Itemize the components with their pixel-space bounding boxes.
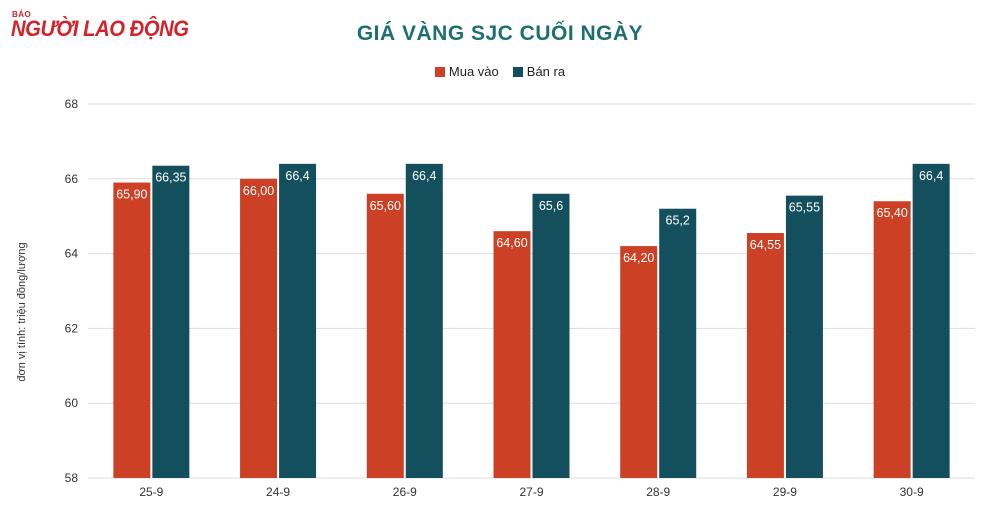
data-label-buy: 65,90 [116, 188, 147, 202]
bar-sell [152, 165, 190, 478]
logo-brand-text: NGƯỜI LAO ĐỘNG [11, 16, 189, 41]
chart-title: GIÁ VÀNG SJC CUỐI NGÀY [356, 22, 644, 45]
legend-label-sell: Bán ra [526, 64, 566, 79]
bar-sell [279, 163, 317, 478]
x-tick-label: 25-9 [139, 485, 163, 499]
legend-swatch-buy [434, 66, 445, 77]
bar-buy [620, 246, 658, 478]
data-label-buy: 66,00 [243, 184, 274, 198]
legend-label-buy: Mua vào [448, 64, 499, 79]
bar-sell [659, 208, 697, 478]
data-label-sell: 65,6 [539, 199, 563, 213]
data-label-sell: 66,4 [919, 169, 943, 183]
bar-buy [113, 182, 151, 479]
bar-sell [912, 163, 950, 478]
legend-item-buy: Mua vào [434, 64, 499, 79]
y-tick-label: 64 [65, 247, 79, 261]
bar-buy [746, 233, 784, 478]
data-label-buy: 65,60 [370, 199, 401, 213]
x-tick-label: 27-9 [519, 485, 543, 499]
x-tick-label: 26-9 [393, 485, 417, 499]
data-label-buy: 64,20 [623, 251, 654, 265]
bar-sell [405, 163, 443, 478]
data-label-sell: 65,55 [789, 201, 820, 215]
bar-sell [785, 195, 823, 478]
data-label-sell: 65,2 [666, 214, 690, 228]
y-tick-label: 60 [65, 396, 79, 410]
x-tick-label: 24-9 [266, 485, 290, 499]
bar-buy [493, 231, 531, 478]
logo-small-text: BÁO [12, 10, 32, 19]
legend-item-sell: Bán ra [512, 64, 566, 79]
y-tick-label: 68 [65, 97, 79, 111]
y-tick-label: 62 [65, 321, 79, 335]
y-tick-label: 66 [65, 172, 79, 186]
data-label-sell: 66,35 [155, 171, 186, 185]
x-tick-label: 28-9 [646, 485, 670, 499]
y-tick-label: 58 [65, 471, 79, 485]
bar-buy [873, 201, 911, 479]
bar-sell [532, 193, 570, 478]
data-label-sell: 66,4 [285, 169, 309, 183]
data-label-sell: 66,4 [412, 169, 436, 183]
legend-swatch-sell [512, 66, 523, 77]
x-tick-label: 30-9 [900, 485, 924, 499]
bar-buy [240, 178, 278, 479]
x-tick-label: 29-9 [773, 485, 797, 499]
chart-legend: Mua vào Bán ra [0, 64, 1000, 79]
data-label-buy: 64,55 [750, 238, 781, 252]
data-label-buy: 64,60 [496, 236, 527, 250]
bar-buy [366, 193, 404, 478]
newspaper-logo: BÁO NGƯỜI LAO ĐỘNG [8, 6, 189, 46]
data-label-buy: 65,40 [877, 206, 908, 220]
